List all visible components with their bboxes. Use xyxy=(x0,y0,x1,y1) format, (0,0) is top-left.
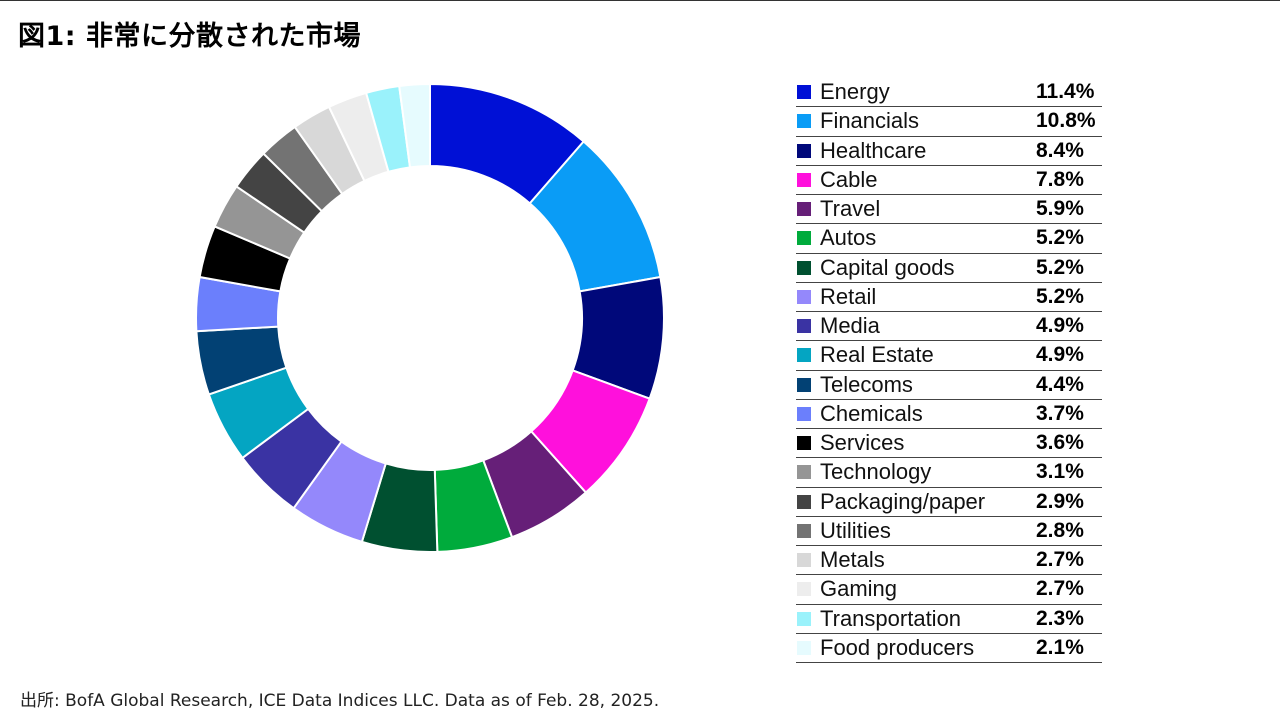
legend-label: Metals xyxy=(820,547,885,573)
legend-label: Financials xyxy=(820,108,920,134)
legend-value: 8.4% xyxy=(1036,138,1084,162)
legend-value: 2.8% xyxy=(1036,518,1084,542)
legend-swatch xyxy=(797,202,811,217)
legend-label: Real Estate xyxy=(820,342,934,368)
legend-value: 5.2% xyxy=(1036,284,1084,308)
legend-label: Retail xyxy=(820,283,877,309)
legend-label: Media xyxy=(820,313,880,339)
legend-item-energy: Energy 11.4% xyxy=(796,78,1102,108)
legend-label: Services xyxy=(820,430,905,456)
legend-label: Telecoms xyxy=(820,371,913,397)
legend-value: 7.8% xyxy=(1036,167,1084,191)
legend-swatch xyxy=(797,523,811,538)
legend-swatch xyxy=(797,85,811,100)
chart-legend: Energy 11.4% Financials 10.8% Healthcare 8.4%… xyxy=(796,78,1102,663)
legend-value: 2.3% xyxy=(1036,606,1084,630)
legend-label: Cable xyxy=(820,166,878,192)
legend-swatch xyxy=(797,640,811,655)
legend-label: Travel xyxy=(820,196,881,222)
legend-item-gaming: Gaming 2.7% xyxy=(796,575,1102,605)
legend-value: 3.6% xyxy=(1036,431,1084,455)
legend-item-healthcare: Healthcare 8.4% xyxy=(796,137,1102,166)
legend-swatch xyxy=(797,377,811,392)
source-note: 出所: BofA Global Research, ICE Data Indic… xyxy=(20,691,660,711)
legend-item-transportation: Transportation 2.3% xyxy=(796,605,1102,634)
chart-title: 図1: 非常に分散された市場 xyxy=(18,21,361,52)
legend-swatch xyxy=(797,231,811,246)
legend-swatch xyxy=(797,611,811,626)
legend-swatch xyxy=(797,289,811,304)
legend-swatch xyxy=(797,582,811,597)
legend-value: 11.4% xyxy=(1036,80,1095,104)
legend-label: Utilities xyxy=(820,517,891,543)
legend-item-financials: Financials 10.8% xyxy=(796,107,1102,137)
legend-item-food-producers: Food producers 2.1% xyxy=(796,634,1102,663)
legend-swatch xyxy=(797,114,811,129)
legend-item-cable: Cable 7.8% xyxy=(796,166,1102,195)
legend-value: 5.2% xyxy=(1036,255,1084,279)
legend-item-autos: Autos 5.2% xyxy=(796,224,1102,254)
legend-value: 3.7% xyxy=(1036,401,1084,425)
legend-item-chemicals: Chemicals 3.7% xyxy=(796,400,1102,429)
legend-label: Energy xyxy=(820,79,890,105)
legend-item-capital-goods: Capital goods 5.2% xyxy=(796,254,1102,283)
legend-item-metals: Metals 2.7% xyxy=(796,546,1102,576)
donut-slice-food-producers xyxy=(398,82,431,169)
legend-value: 4.9% xyxy=(1036,343,1084,367)
legend-label: Packaging/paper xyxy=(820,488,986,514)
legend-swatch xyxy=(797,436,811,451)
legend-value: 4.9% xyxy=(1036,314,1084,338)
legend-item-media: Media 4.9% xyxy=(796,312,1102,342)
legend-swatch xyxy=(797,465,811,480)
legend-item-services: Services 3.6% xyxy=(796,429,1102,459)
legend-swatch xyxy=(797,494,811,509)
legend-label: Transportation xyxy=(820,605,962,631)
legend-item-telecoms: Telecoms 4.4% xyxy=(796,371,1102,400)
legend-label: Chemicals xyxy=(820,400,923,426)
legend-item-real-estate: Real Estate 4.9% xyxy=(796,341,1102,371)
legend-value: 2.7% xyxy=(1036,577,1084,601)
legend-value: 2.1% xyxy=(1036,635,1084,659)
donut-chart xyxy=(195,82,665,553)
legend-value: 4.4% xyxy=(1036,372,1084,396)
top-rule xyxy=(0,0,1280,1)
legend-value: 10.8% xyxy=(1036,109,1096,133)
legend-item-utilities: Utilities 2.8% xyxy=(796,517,1102,546)
legend-swatch xyxy=(797,143,811,158)
legend-label: Healthcare xyxy=(820,137,927,163)
legend-swatch xyxy=(797,348,811,363)
legend-item-travel: Travel 5.9% xyxy=(796,195,1102,225)
legend-swatch xyxy=(797,260,811,275)
legend-item-technology: Technology 3.1% xyxy=(796,458,1102,488)
legend-swatch xyxy=(797,172,811,187)
legend-label: Food producers xyxy=(820,634,975,660)
legend-item-packaging-paper: Packaging/paper 2.9% xyxy=(796,488,1102,517)
legend-item-retail: Retail 5.2% xyxy=(796,283,1102,312)
legend-label: Autos xyxy=(820,225,877,251)
legend-value: 2.7% xyxy=(1036,548,1084,572)
legend-swatch xyxy=(797,319,811,334)
legend-label: Gaming xyxy=(820,576,898,602)
legend-value: 3.1% xyxy=(1036,460,1084,484)
legend-value: 5.9% xyxy=(1036,197,1084,221)
legend-swatch xyxy=(797,553,811,568)
legend-label: Capital goods xyxy=(820,254,955,280)
legend-value: 2.9% xyxy=(1036,489,1084,513)
legend-swatch xyxy=(797,406,811,421)
legend-label: Technology xyxy=(820,459,932,485)
legend-value: 5.2% xyxy=(1036,226,1084,250)
